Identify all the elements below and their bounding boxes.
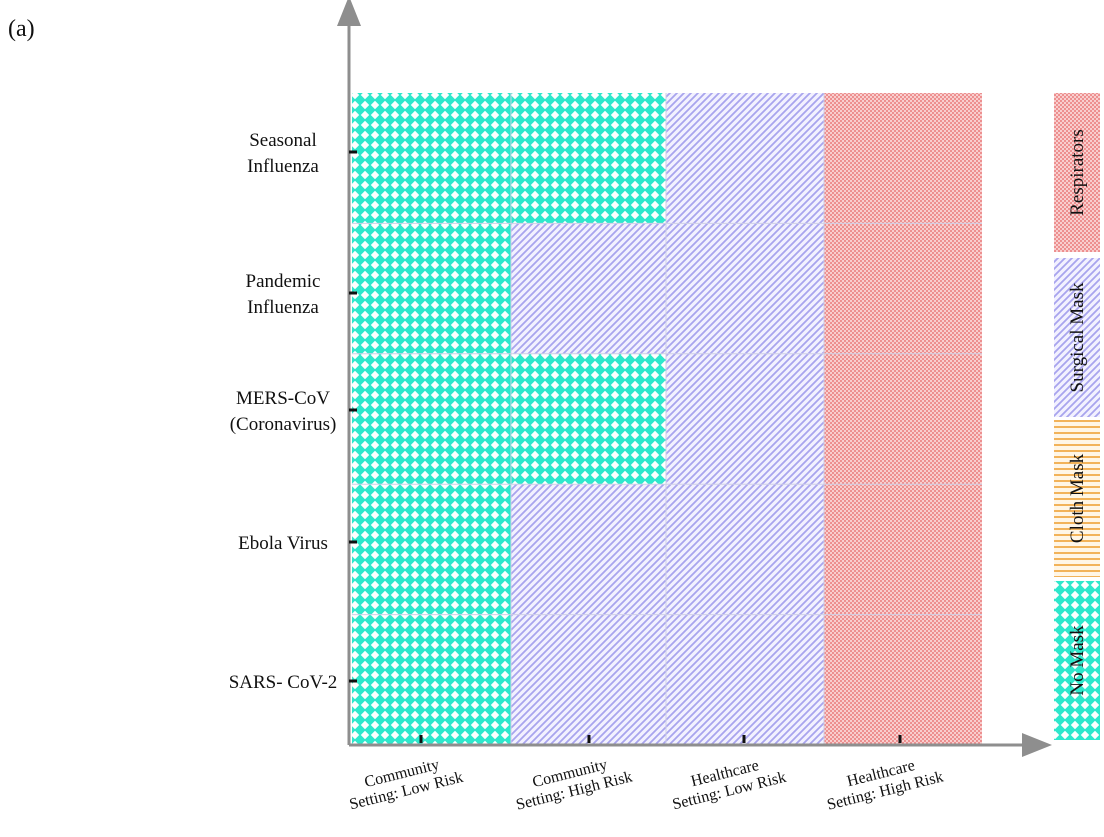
legend: Respirators Surgical Mask Cloth Mask No Mas… xyxy=(1054,93,1100,740)
y-tick-label-sars-cov-2: SARS- CoV-2 xyxy=(229,672,338,693)
cell-r0-c2-surgical-mask xyxy=(666,93,824,224)
cell-r3-c1-surgical-mask xyxy=(511,484,666,616)
cell-r3-c3-respirators xyxy=(824,484,982,616)
cell-r4-c2-surgical-mask xyxy=(666,614,824,746)
legend-label-cloth-mask: Cloth Mask xyxy=(1067,453,1088,543)
cell-r1-c2-surgical-mask xyxy=(666,223,824,355)
cell-r2-c1-no-mask xyxy=(511,353,666,485)
cell-r0-c0-no-mask xyxy=(352,93,511,224)
cell-r2-c0-no-mask xyxy=(352,353,511,485)
x-tick-label-community-setting-high-risk: CommunitySetting: High Risk xyxy=(510,751,634,814)
x-tick-label-healthcare-setting-low-risk: HealthcareSetting: Low Risk xyxy=(666,751,787,813)
y-tick-label-seasonal-influenza: Seasonal Influenza xyxy=(247,130,319,177)
legend-item-surgical-mask: Surgical Mask xyxy=(1054,258,1100,417)
legend-label-surgical-mask: Surgical Mask xyxy=(1067,282,1088,392)
ticks-layer xyxy=(349,150,902,743)
y-tick-label-pandemic-influenza: Pandemic Influenza xyxy=(246,271,321,318)
cell-r1-c3-respirators xyxy=(824,223,982,355)
legend-label-no-mask: No Mask xyxy=(1067,625,1088,696)
y-tick-label-mers-cov-coronavirus: MERS-CoV (Coronavirus) xyxy=(230,388,337,435)
y-tick-label-ebola-virus: Ebola Virus xyxy=(238,533,328,554)
cells-layer xyxy=(352,93,982,746)
legend-swatch-surgical-mask xyxy=(1054,258,1100,417)
x-tick-labels: CommunitySetting: Low Risk CommunitySetti… xyxy=(343,751,945,814)
y-tick-labels: Seasonal Influenza Pandemic Influenza MERS-C… xyxy=(229,130,338,693)
cell-r2-c3-respirators xyxy=(824,353,982,485)
cell-r4-c3-respirators xyxy=(824,614,982,746)
cell-r1-c0-no-mask xyxy=(352,223,511,355)
panel-label: (a) xyxy=(8,16,35,42)
legend-item-respirators: Respirators xyxy=(1054,93,1100,252)
cell-r3-c2-surgical-mask xyxy=(666,484,824,616)
legend-label-respirators: Respirators xyxy=(1067,129,1088,216)
cell-r0-c3-respirators xyxy=(824,93,982,224)
legend-swatch-cloth-mask xyxy=(1054,420,1100,577)
grid-layer xyxy=(352,93,982,745)
x-tick-label-community-setting-low-risk: CommunitySetting: Low Risk xyxy=(343,751,464,813)
cell-r4-c0-no-mask xyxy=(352,614,511,746)
legend-swatch-respirators xyxy=(1054,93,1100,252)
legend-item-cloth-mask: Cloth Mask xyxy=(1054,420,1100,577)
cell-r2-c2-surgical-mask xyxy=(666,353,824,485)
cell-r3-c0-no-mask xyxy=(352,484,511,616)
cell-r0-c1-no-mask xyxy=(511,93,666,224)
legend-swatch-no-mask xyxy=(1054,581,1100,740)
legend-item-no-mask: No Mask xyxy=(1054,581,1100,740)
x-tick-label-healthcare-setting-high-risk: HealthcareSetting: High Risk xyxy=(821,751,945,814)
cell-r1-c1-surgical-mask xyxy=(511,223,666,355)
cell-r4-c1-surgical-mask xyxy=(511,614,666,746)
